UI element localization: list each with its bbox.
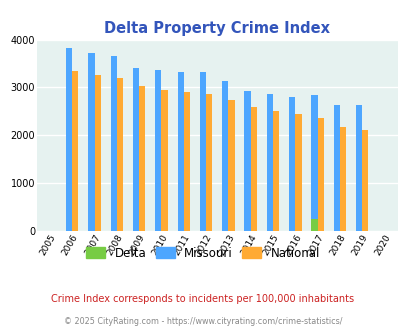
Bar xyxy=(311,95,317,231)
Bar xyxy=(317,118,323,231)
Bar xyxy=(288,97,294,231)
Bar xyxy=(206,94,212,231)
Bar xyxy=(311,218,317,231)
Bar xyxy=(110,56,117,231)
Bar xyxy=(72,71,78,231)
Bar xyxy=(66,48,72,231)
Bar xyxy=(177,72,183,231)
Bar xyxy=(272,112,279,231)
Legend: Delta, Missouri, National: Delta, Missouri, National xyxy=(86,247,319,260)
Bar xyxy=(244,91,250,231)
Bar xyxy=(183,92,190,231)
Text: © 2025 CityRating.com - https://www.cityrating.com/crime-statistics/: © 2025 CityRating.com - https://www.city… xyxy=(64,317,341,326)
Text: Crime Index corresponds to incidents per 100,000 inhabitants: Crime Index corresponds to incidents per… xyxy=(51,294,354,304)
Bar xyxy=(161,90,167,231)
Bar xyxy=(199,72,206,231)
Bar xyxy=(339,127,345,231)
Title: Delta Property Crime Index: Delta Property Crime Index xyxy=(104,21,329,36)
Bar xyxy=(250,107,256,231)
Bar xyxy=(266,94,272,231)
Bar xyxy=(355,105,361,231)
Bar xyxy=(132,68,139,231)
Bar xyxy=(294,114,301,231)
Bar xyxy=(155,70,161,231)
Bar xyxy=(222,81,228,231)
Bar xyxy=(117,78,123,231)
Bar xyxy=(228,100,234,231)
Bar xyxy=(88,53,94,231)
Bar xyxy=(361,130,367,231)
Bar xyxy=(139,85,145,231)
Bar xyxy=(94,75,100,231)
Bar xyxy=(333,105,339,231)
